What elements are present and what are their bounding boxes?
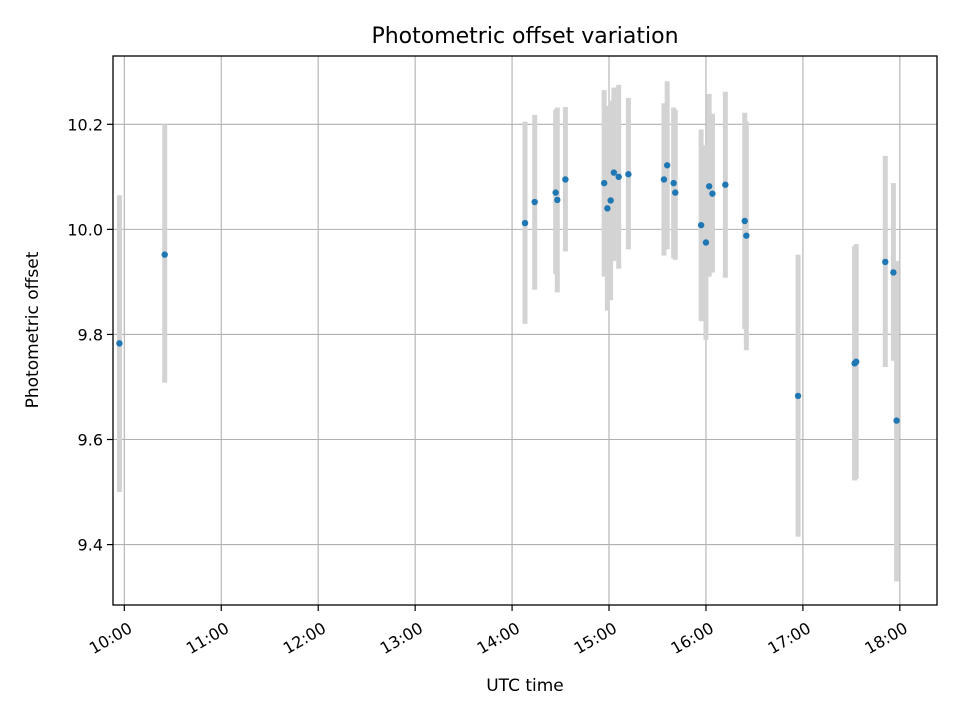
y-tick-label: 10.2 (67, 115, 103, 134)
data-point (893, 417, 900, 424)
data-point (625, 171, 632, 178)
y-tick-label: 10.0 (67, 220, 103, 239)
data-point (853, 358, 860, 365)
data-point (531, 198, 538, 206)
data-point (743, 232, 750, 239)
data-point (794, 392, 802, 400)
data-point (161, 251, 168, 258)
x-axis-label: UTC time (486, 676, 564, 696)
data-point (697, 221, 705, 229)
plot-frame (112, 55, 938, 606)
y-tick-label: 9.4 (78, 536, 103, 555)
data-point (610, 169, 618, 176)
y-axis-ticks: 9.4 9.6 9.8 10.0 10.2 (67, 115, 113, 555)
data-point (660, 176, 668, 183)
data-point (890, 269, 897, 276)
data-point (670, 179, 677, 187)
data-point (882, 258, 889, 266)
data-point (607, 197, 614, 204)
data-point (552, 189, 559, 196)
y-tick-label: 9.8 (78, 325, 103, 344)
data-point (705, 183, 713, 190)
data-point (672, 189, 679, 196)
data-point (663, 162, 671, 169)
y-tick-label: 9.6 (78, 431, 103, 450)
data-point (554, 196, 561, 204)
y-axis-label: Photometric offset (23, 251, 43, 408)
data-point (615, 173, 622, 181)
data-point (116, 340, 123, 347)
data-point (709, 190, 716, 197)
data-point (562, 176, 569, 183)
data-points (116, 162, 900, 424)
chart-title: Photometric offset variation (371, 24, 678, 49)
data-point (702, 239, 710, 246)
data-point (604, 205, 611, 212)
data-point (741, 217, 748, 225)
data-point (722, 181, 729, 188)
data-point (521, 219, 529, 227)
data-point (600, 179, 608, 187)
